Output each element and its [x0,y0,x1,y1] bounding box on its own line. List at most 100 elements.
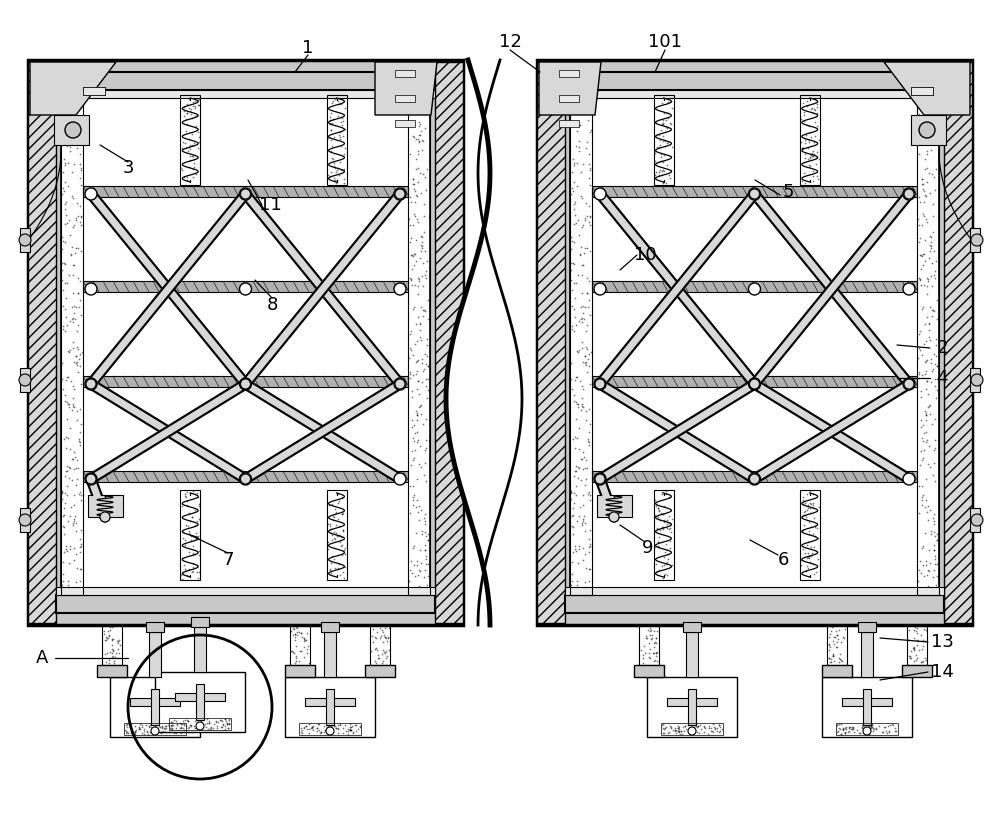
Point [800,498,816,511]
Circle shape [904,379,914,389]
Point [60,575,76,588]
Circle shape [594,473,606,485]
Point [420,293,436,306]
Point [179,118,195,131]
Point [569,575,585,588]
Point [146,725,162,738]
Point [697,721,713,734]
Point [56,527,72,540]
Point [143,721,159,734]
Point [342,718,358,731]
Point [142,718,158,732]
Point [111,634,127,647]
Point [65,191,81,204]
Bar [285,677,299,737]
Point [323,123,339,136]
Point [885,718,901,731]
Point [635,652,651,665]
Point [73,219,89,232]
Point [582,210,598,224]
Point [335,565,351,578]
Point [163,719,179,732]
Point [650,535,666,548]
Point [73,244,89,257]
Point [418,558,434,571]
Point [804,150,820,163]
Point [69,472,85,485]
Point [914,368,930,381]
Point [638,629,654,642]
Point [843,723,859,736]
Point [293,626,309,640]
Point [884,718,900,731]
Point [858,725,874,738]
Point [334,538,350,552]
Bar [290,625,310,665]
Bar [180,490,200,580]
Point [411,499,427,512]
Point [119,725,135,738]
Point [403,343,419,356]
Point [179,485,195,498]
Point [419,102,435,115]
Point [701,720,717,733]
Point [914,480,930,493]
Point [797,148,813,161]
Point [659,122,675,135]
Point [655,718,671,731]
Point [575,542,591,555]
Point [60,397,76,410]
Point [64,241,80,254]
Point [571,462,587,475]
Point [414,270,430,283]
Circle shape [903,283,915,295]
Point [191,513,207,526]
Point [575,355,591,368]
Point [655,155,671,169]
Point [409,382,425,395]
Point [179,97,195,110]
Point [571,134,587,147]
Point [179,171,195,184]
Point [178,90,194,103]
Point [73,161,89,174]
Point [402,367,418,381]
Point [405,493,421,506]
Point [696,726,712,739]
Point [915,435,931,448]
Point [342,723,358,737]
Circle shape [395,189,405,199]
Point [417,544,433,557]
Point [914,302,930,316]
Point [328,506,344,519]
Point [563,485,579,498]
Point [901,624,917,637]
Point [579,342,595,355]
Point [301,657,317,670]
Point [66,355,82,368]
Point [701,722,717,735]
Circle shape [971,374,983,386]
Point [68,357,84,370]
Point [401,575,417,588]
Point [414,353,430,366]
Point [168,726,184,739]
Point [657,119,673,132]
Point [406,258,422,271]
Point [70,136,86,149]
Point [402,328,418,341]
Point [412,128,428,141]
Point [855,720,871,733]
Point [642,651,658,664]
Point [199,717,215,730]
Point [565,545,581,558]
Point [575,89,591,102]
Point [831,655,847,668]
Point [921,118,937,131]
Point [566,197,582,210]
Point [415,587,431,600]
Point [380,630,396,644]
Circle shape [394,473,406,485]
Point [672,727,688,741]
Point [184,127,200,140]
